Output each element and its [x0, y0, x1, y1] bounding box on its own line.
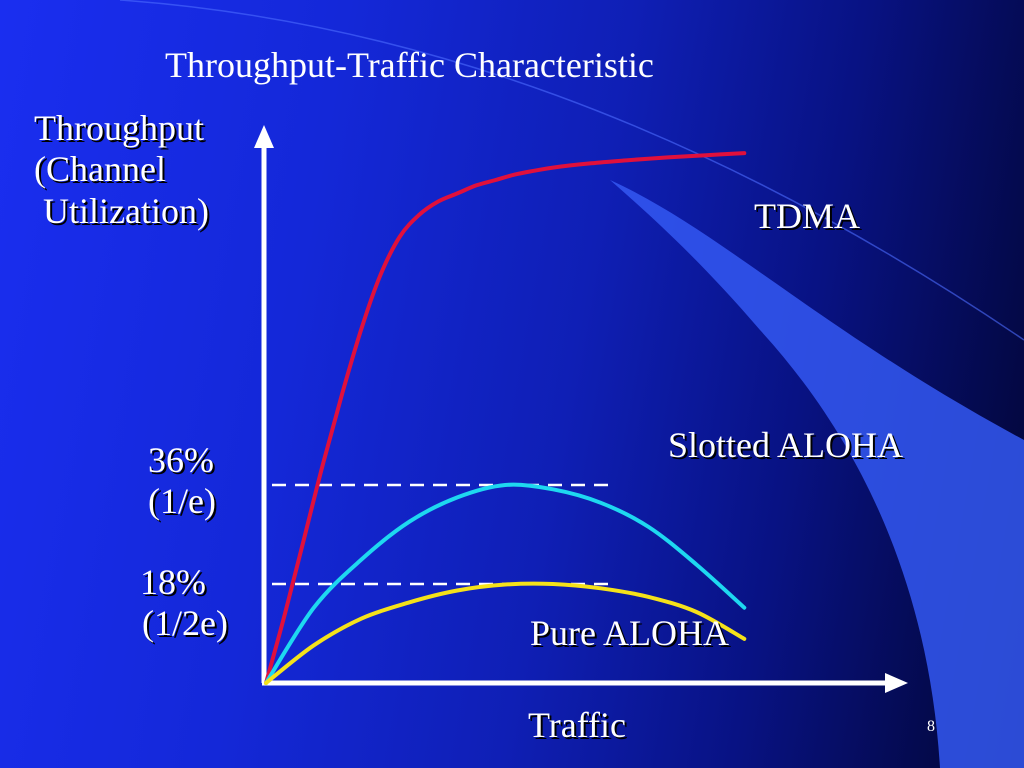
series-line-pure-aloha	[264, 581, 747, 685]
x-axis-arrow-icon	[885, 673, 908, 693]
y-axis-arrow-icon	[254, 125, 274, 148]
reference-lines	[272, 483, 608, 586]
page-number: 8	[927, 718, 935, 735]
reference-label-value: 36%	[148, 440, 214, 480]
series-line-tdma	[264, 151, 747, 685]
reference-label-value: 18%	[140, 562, 206, 602]
x-axis-label: Traffic	[528, 705, 626, 745]
y-axis-label-line: (Channel	[34, 149, 166, 190]
background-thin-arc	[119, 0, 1024, 341]
background-swoosh-shape	[610, 180, 1024, 768]
series-label-tdma: TDMA	[754, 196, 860, 236]
reference-label-formula: (1/e)	[148, 481, 216, 522]
reference-label-36-percent: 36% (1/e)	[148, 440, 216, 523]
y-axis-label-line: Utilization)	[34, 190, 209, 231]
y-axis-label: Throughput (Channel Utilization)	[34, 108, 209, 232]
series-layer	[264, 151, 747, 685]
series-label-slotted-aloha: Slotted ALOHA	[668, 425, 904, 465]
reference-label-formula: (1/2e)	[142, 603, 228, 644]
series-label-pure-aloha: Pure ALOHA	[530, 613, 729, 653]
chart-axes	[254, 125, 908, 693]
series-line-slotted-aloha	[264, 482, 747, 685]
chart-title: Throughput-Traffic Characteristic	[165, 45, 654, 85]
reference-label-18-percent: 18% (1/2e)	[140, 562, 228, 645]
y-axis-label-line: Throughput	[34, 108, 204, 148]
